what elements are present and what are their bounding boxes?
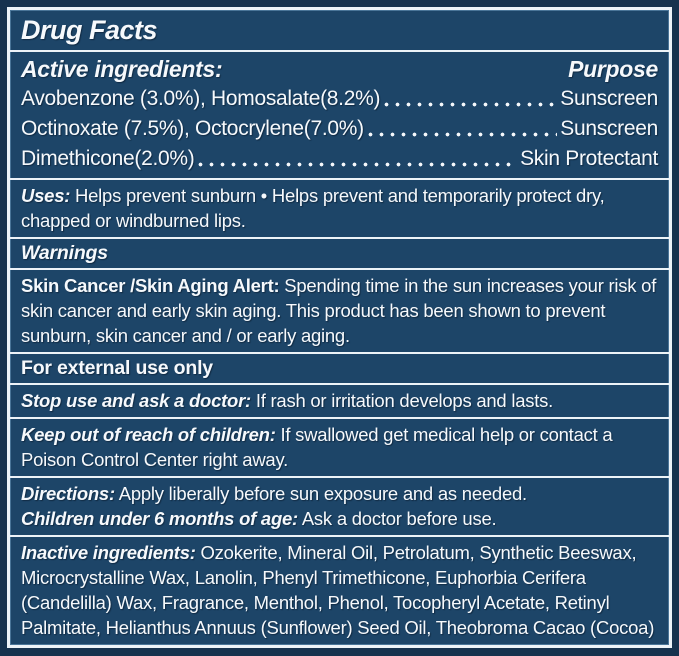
ingredient-row: Avobenzone (3.0%), Homosalate(8.2%) Suns… xyxy=(21,84,658,114)
uses-paragraph: Uses: Helps prevent sunburn • Helps prev… xyxy=(21,183,658,233)
keep-out-paragraph: Keep out of reach of children: If swallo… xyxy=(21,422,658,472)
skin-alert-label: Skin Cancer /Skin Aging Alert: xyxy=(21,275,280,296)
label-panel: Drug Facts Active ingredients: Purpose A… xyxy=(7,7,672,648)
ingredient-row: Octinoxate (7.5%), Octocrylene(7.0%) Sun… xyxy=(21,114,658,144)
active-ingredients-section: Active ingredients: Purpose Avobenzone (… xyxy=(10,50,669,178)
active-ingredients-heading: Active ingredients: xyxy=(21,56,223,82)
skin-alert-paragraph: Skin Cancer /Skin Aging Alert: Spending … xyxy=(21,273,658,348)
ingredient-purpose: Sunscreen xyxy=(560,87,658,110)
external-use-section: For external use only xyxy=(10,352,669,383)
purpose-heading: Purpose xyxy=(568,56,658,82)
inactive-ingredients-section: Inactive ingredients: Ozokerite, Mineral… xyxy=(10,535,669,645)
inactive-label: Inactive ingredients: xyxy=(21,542,196,563)
ingredient-names: Octinoxate (7.5%), Octocrylene(7.0%) xyxy=(21,117,364,140)
keep-out-label: Keep out of reach of children: xyxy=(21,424,276,445)
dotted-leader xyxy=(195,144,518,174)
external-use-heading: For external use only xyxy=(21,357,213,379)
warnings-heading: Warnings xyxy=(21,242,108,264)
skin-alert-text: Spending time in the sun increases your … xyxy=(21,275,657,346)
warnings-section: Warnings xyxy=(10,237,669,268)
children-text: Ask a doctor before use. xyxy=(301,508,497,529)
uses-text: Helps prevent sunburn • Helps prevent an… xyxy=(21,185,605,231)
dotted-leader xyxy=(381,84,558,114)
active-ingredients-header: Active ingredients: Purpose xyxy=(21,55,658,84)
ingredient-names: Dimethicone(2.0%) xyxy=(21,147,195,170)
drug-facts-title: Drug Facts xyxy=(21,15,158,45)
uses-label: Uses: xyxy=(21,185,71,206)
stop-use-text: If rash or irritation develops and lasts… xyxy=(255,390,554,411)
ingredient-purpose: Skin Protectant xyxy=(520,147,658,170)
ingredient-names: Avobenzone (3.0%), Homosalate(8.2%) xyxy=(21,87,381,110)
inactive-paragraph: Inactive ingredients: Ozokerite, Mineral… xyxy=(21,540,658,645)
directions-text: Apply liberally before sun exposure and … xyxy=(118,483,527,504)
keep-out-text: If swallowed get medical help or contact… xyxy=(21,424,613,470)
directions-paragraph: Directions: Apply liberally before sun e… xyxy=(21,481,658,506)
keep-out-section: Keep out of reach of children: If swallo… xyxy=(10,417,669,476)
children-paragraph: Children under 6 months of age: Ask a do… xyxy=(21,506,658,531)
ingredient-purpose: Sunscreen xyxy=(560,117,658,140)
dotted-leader xyxy=(364,114,558,144)
ingredient-row: Dimethicone(2.0%) Skin Protectant xyxy=(21,144,658,174)
skin-alert-section: Skin Cancer /Skin Aging Alert: Spending … xyxy=(10,268,669,352)
stop-use-section: Stop use and ask a doctor: If rash or ir… xyxy=(10,383,669,417)
children-label: Children under 6 months of age: xyxy=(21,508,298,529)
directions-section: Directions: Apply liberally before sun e… xyxy=(10,476,669,535)
stop-use-label: Stop use and ask a doctor: xyxy=(21,390,251,411)
directions-label: Directions: xyxy=(21,483,115,504)
inactive-text: Ozokerite, Mineral Oil, Petrolatum, Synt… xyxy=(21,542,655,645)
stop-use-paragraph: Stop use and ask a doctor: If rash or ir… xyxy=(21,388,658,413)
uses-section: Uses: Helps prevent sunburn • Helps prev… xyxy=(10,178,669,237)
